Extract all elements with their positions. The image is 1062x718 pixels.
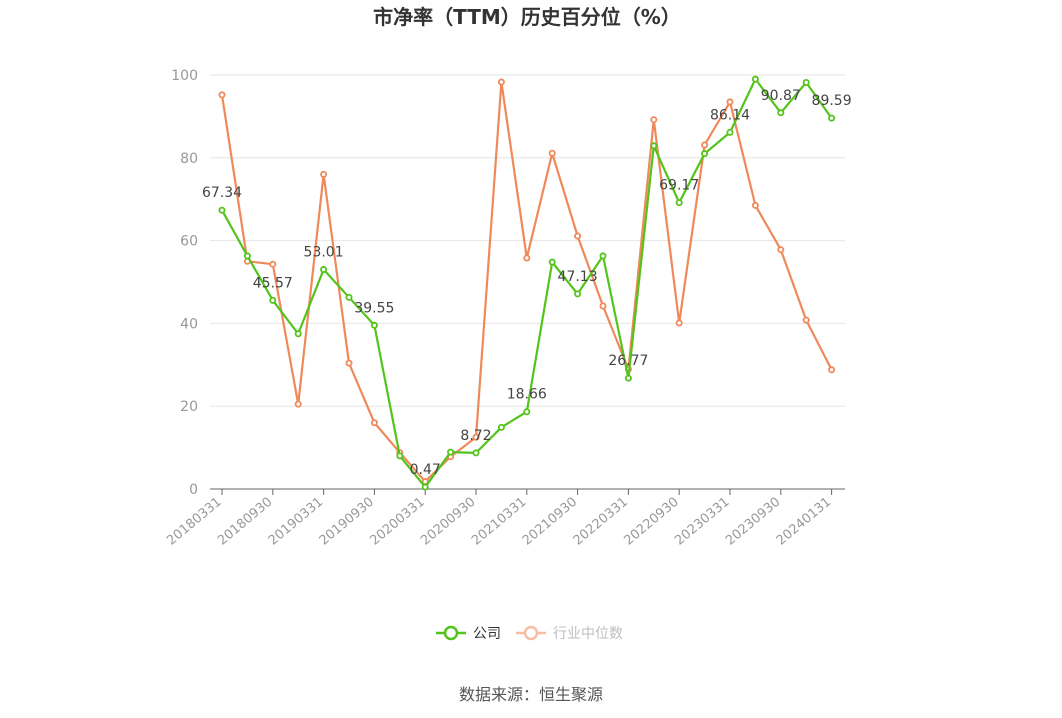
x-axis: 2018033120180930201903312019093020200331… bbox=[164, 488, 845, 549]
industry-median-point bbox=[574, 232, 582, 240]
industry-median-point bbox=[269, 260, 277, 268]
data-label: 69.17 bbox=[659, 178, 699, 194]
x-tick-label: 20220331 bbox=[571, 495, 631, 549]
company-point bbox=[370, 321, 378, 329]
company-point bbox=[320, 266, 328, 274]
legend-label: 行业中位数 bbox=[553, 626, 623, 642]
legend-item-industry-median[interactable]: 行业中位数 bbox=[516, 625, 623, 642]
industry-median-point bbox=[675, 319, 683, 327]
industry-median-point bbox=[497, 78, 505, 86]
y-tick-label: 100 bbox=[171, 68, 198, 84]
data-label: 47.13 bbox=[558, 269, 598, 285]
data-label: 89.59 bbox=[812, 93, 852, 109]
data-label: 8.72 bbox=[460, 428, 491, 444]
data-label: 39.55 bbox=[354, 300, 394, 316]
y-tick-label: 0 bbox=[189, 482, 198, 498]
company-point bbox=[548, 258, 556, 266]
data-label: 53.01 bbox=[304, 245, 344, 261]
industry-median-point bbox=[345, 359, 353, 367]
industry-median-point bbox=[599, 302, 607, 310]
company-point bbox=[218, 206, 226, 214]
company-point bbox=[421, 483, 429, 491]
company-point bbox=[269, 296, 277, 304]
legend: 公司 行业中位数 bbox=[436, 625, 623, 642]
company-point bbox=[751, 75, 759, 83]
company-point bbox=[396, 452, 404, 460]
grid bbox=[210, 74, 845, 407]
industry-median-point bbox=[650, 116, 658, 124]
company-point bbox=[345, 293, 353, 301]
company-point bbox=[472, 449, 480, 457]
industry-median-point bbox=[472, 433, 480, 441]
x-tick-label: 20190331 bbox=[266, 495, 326, 549]
x-tick-label: 20180331 bbox=[164, 495, 224, 549]
company-point bbox=[523, 408, 531, 416]
company-point bbox=[650, 142, 658, 150]
industry-median-point bbox=[802, 316, 810, 324]
series-layer bbox=[218, 75, 836, 491]
company-point bbox=[802, 78, 810, 86]
company-point bbox=[726, 128, 734, 136]
company-point bbox=[294, 330, 302, 338]
legend-marker-icon bbox=[443, 625, 459, 641]
company-point bbox=[828, 114, 836, 122]
company-point bbox=[243, 252, 251, 260]
industry-median-point bbox=[777, 246, 785, 254]
data-label: 45.57 bbox=[253, 275, 293, 291]
company-point bbox=[497, 423, 505, 431]
x-tick-label: 20200331 bbox=[367, 495, 427, 549]
x-tick-label: 20210331 bbox=[469, 495, 529, 549]
data-labels: 67.34 45.57 53.01 39.55 0.47 8.72 18.66 47.13 26… bbox=[202, 88, 852, 478]
industry-median-point bbox=[726, 98, 734, 106]
x-tick-label: 20230930 bbox=[723, 495, 783, 549]
y-tick-label: 40 bbox=[180, 316, 198, 332]
legend-label: 公司 bbox=[473, 626, 501, 642]
company-point bbox=[701, 150, 709, 158]
x-tick-label: 20210930 bbox=[520, 495, 580, 549]
industry-median-point bbox=[370, 419, 378, 427]
industry-median-point bbox=[751, 201, 759, 209]
industry-median-point bbox=[320, 170, 328, 178]
company-point bbox=[675, 199, 683, 207]
industry-median-point bbox=[701, 141, 709, 149]
company-point bbox=[599, 252, 607, 260]
data-label: 86.14 bbox=[710, 107, 750, 123]
industry-median-point bbox=[294, 400, 302, 408]
chart-title: 市净率（TTM）历史百分位（%） bbox=[373, 5, 681, 29]
x-tick-label: 20220930 bbox=[621, 495, 681, 549]
company-point bbox=[777, 109, 785, 117]
company-point bbox=[624, 374, 632, 382]
x-tick-label: 20190930 bbox=[317, 495, 377, 549]
y-axis: 0 20 40 60 80 100 bbox=[171, 68, 198, 498]
industry-median-point bbox=[218, 91, 226, 99]
data-label: 18.66 bbox=[507, 387, 547, 403]
x-tick-label: 20240131 bbox=[774, 495, 834, 549]
source-text: 数据来源：恒生聚源 bbox=[459, 685, 603, 704]
legend-item-company[interactable]: 公司 bbox=[436, 625, 501, 642]
legend-marker-icon bbox=[523, 625, 539, 641]
data-label: 90.87 bbox=[761, 88, 801, 104]
x-tick-label: 20230331 bbox=[672, 495, 732, 549]
data-label: 26.77 bbox=[608, 353, 648, 369]
y-tick-label: 80 bbox=[180, 151, 198, 167]
industry-median-line bbox=[220, 80, 833, 483]
y-tick-label: 20 bbox=[180, 399, 198, 415]
industry-median-point bbox=[548, 149, 556, 157]
data-label: 67.34 bbox=[202, 185, 242, 201]
industry-median-point bbox=[523, 254, 531, 262]
company-point bbox=[447, 448, 455, 456]
x-tick-label: 20200930 bbox=[418, 495, 478, 549]
x-tick-label: 20180930 bbox=[215, 495, 275, 549]
industry-median-point bbox=[828, 366, 836, 374]
data-label: 0.47 bbox=[410, 462, 441, 478]
company-point bbox=[574, 290, 582, 298]
y-tick-label: 60 bbox=[180, 234, 198, 250]
